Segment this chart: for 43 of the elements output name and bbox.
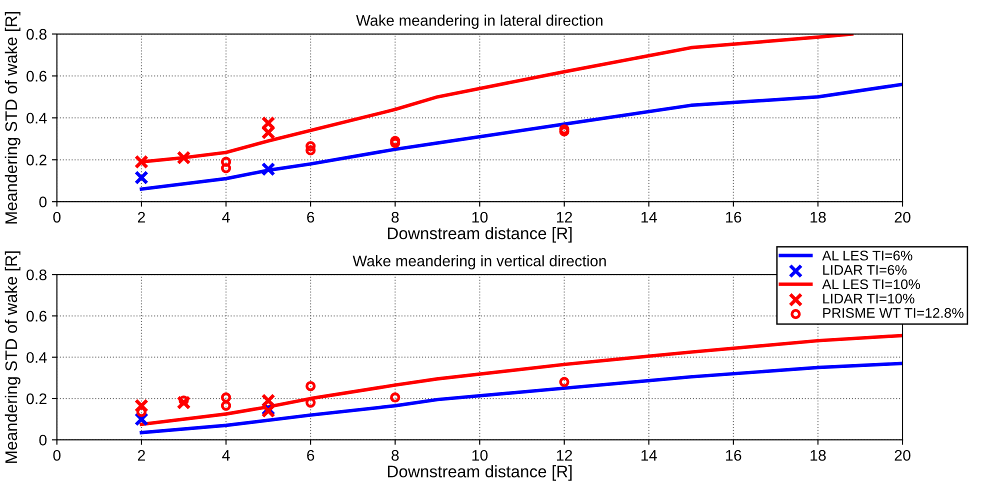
x-tick-label: 16: [726, 450, 742, 461]
y-tick-label: 0.4: [26, 112, 47, 124]
x-tick-label: 4: [222, 450, 230, 461]
x-tick-label: 20: [894, 450, 910, 461]
x-tick-label: 8: [392, 450, 399, 461]
legend-label: PRISME WT TI=12.8%: [823, 308, 964, 318]
legend-label: AL LES TI=10%: [822, 279, 920, 290]
legend-label: LIDAR TI=6%: [823, 265, 907, 275]
y-tick-label: 0: [39, 434, 47, 446]
y-tick-label: 0.2: [26, 154, 46, 166]
y-axis-title: Meandering STD of wake [R]: [4, 12, 20, 224]
x-axis-title: Downstream distance [R]: [388, 227, 572, 243]
x-tick-label: 0: [53, 212, 61, 223]
x-tick-label: 8: [392, 212, 399, 223]
x-tick-label: 16: [726, 212, 742, 223]
x-tick-label: 20: [894, 212, 910, 223]
x-tick-label: 14: [642, 212, 657, 222]
y-tick-label: 0.6: [26, 310, 47, 322]
y-axis-title: Meandering STD of wake [R]: [4, 251, 20, 463]
chart-title: Wake meandering in vertical direction: [352, 255, 606, 270]
legend-label: LIDAR TI=10%: [823, 294, 914, 304]
y-tick-label: 0: [39, 196, 47, 208]
y-tick-label: 0.6: [26, 70, 47, 82]
y-tick-label: 0.8: [26, 28, 47, 40]
x-tick-label: 14: [642, 450, 657, 461]
x-tick-label: 0: [53, 450, 61, 461]
x-tick-label: 12: [556, 450, 572, 461]
x-tick-label: 6: [307, 212, 314, 223]
x-tick-label: 18: [810, 450, 826, 461]
y-tick-label: 0.2: [26, 393, 46, 404]
x-tick-label: 10: [472, 212, 488, 223]
x-tick-label: 18: [810, 212, 826, 223]
x-tick-label: 2: [138, 212, 145, 222]
x-tick-label: 4: [222, 212, 230, 222]
x-axis-title: Downstream distance [R]: [388, 465, 572, 481]
legend-label: AL LES TI=6%: [822, 250, 912, 261]
x-tick-label: 6: [307, 450, 314, 461]
x-tick-label: 10: [472, 450, 488, 461]
y-tick-label: 0.4: [26, 352, 47, 363]
chart-title: Wake meandering in lateral direction: [356, 14, 602, 29]
x-tick-label: 12: [556, 212, 572, 222]
y-tick-label: 0.8: [26, 269, 47, 280]
x-tick-label: 2: [138, 450, 145, 461]
